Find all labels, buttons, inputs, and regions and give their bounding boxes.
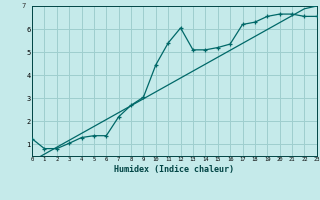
X-axis label: Humidex (Indice chaleur): Humidex (Indice chaleur) — [115, 165, 234, 174]
Text: 7: 7 — [21, 3, 26, 9]
